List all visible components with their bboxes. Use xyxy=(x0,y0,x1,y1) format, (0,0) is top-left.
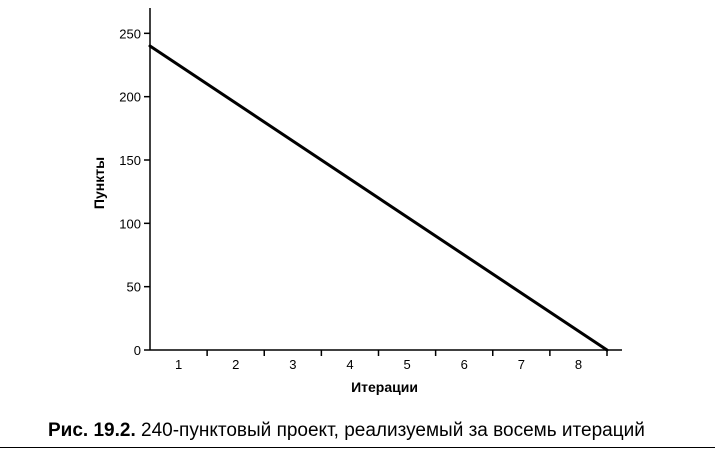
y-axis-title: Пункты xyxy=(91,157,107,209)
x-tick-label: 8 xyxy=(575,357,582,372)
y-tick-label: 0 xyxy=(134,343,141,358)
x-tick-label: 7 xyxy=(518,357,525,372)
y-tick-label: 50 xyxy=(127,280,141,295)
y-axis-ticks: 0 50 100 150 200 250 xyxy=(119,26,150,358)
caption-divider xyxy=(0,447,715,448)
x-tick-label: 1 xyxy=(175,357,182,372)
x-tick-label: 2 xyxy=(232,357,239,372)
series-layer xyxy=(148,44,609,352)
y-tick-label: 150 xyxy=(119,153,141,168)
series-line-0 xyxy=(148,44,609,352)
x-tick-label: 3 xyxy=(289,357,296,372)
x-axis-title: Итерации xyxy=(351,379,418,395)
x-tick-label: 5 xyxy=(403,357,410,372)
x-tick-label: 6 xyxy=(461,357,468,372)
x-axis-ticks: 1 2 3 4 5 6 7 8 xyxy=(175,350,608,372)
y-tick-label: 200 xyxy=(119,90,141,105)
figure-caption-text: 240-пунктовый проект, реализуемый за вос… xyxy=(141,420,645,441)
figure-number: Рис. 19.2. xyxy=(48,420,136,441)
y-tick-label: 250 xyxy=(119,26,141,41)
burndown-chart: 0 50 100 150 200 250 1 2 3 4 5 6 7 8 Итерации Пункты xyxy=(91,8,622,395)
figure-caption: Рис. 19.2. 240-пунктовый проект, реализу… xyxy=(48,420,645,442)
x-tick-label: 4 xyxy=(346,357,353,372)
y-tick-label: 100 xyxy=(119,216,141,231)
